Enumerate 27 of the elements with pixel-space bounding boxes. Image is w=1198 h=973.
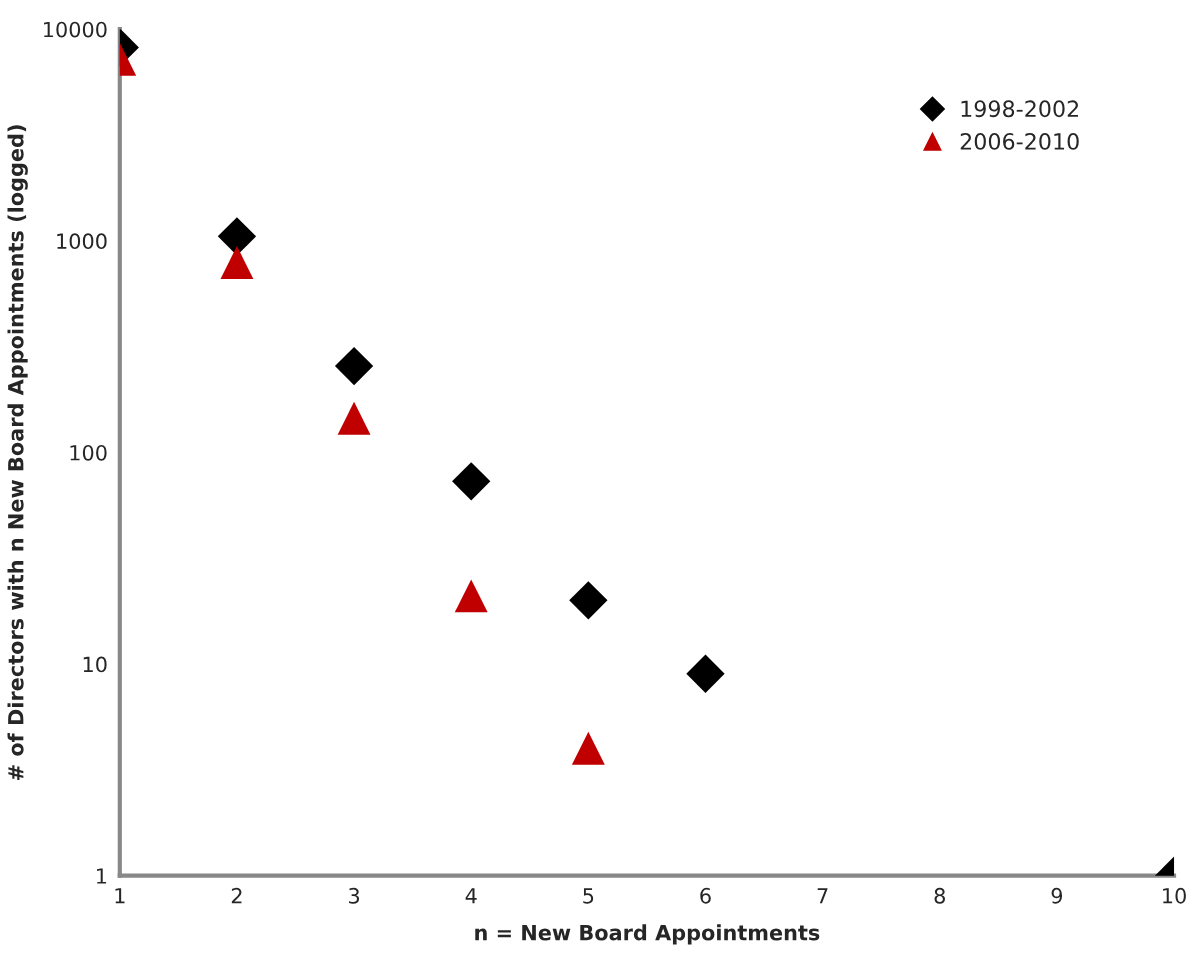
x-tick-label: 4 [465, 888, 477, 904]
x-tick-label: 6 [700, 887, 711, 904]
y-tick-label: 10 [83, 656, 107, 673]
point [452, 462, 491, 501]
point [569, 581, 608, 620]
point [571, 731, 605, 765]
x-axis-title: n = New Board Appointments [475, 924, 820, 945]
x-tick-label: 10 [1163, 887, 1186, 904]
point [454, 579, 488, 613]
x-tick-label: 9 [1051, 887, 1063, 904]
legend-label: 1998-2002 [961, 100, 1079, 118]
x-tick-label: 1 [115, 888, 125, 904]
point [334, 346, 374, 386]
x-tick-label: 7 [817, 888, 828, 904]
y-tick-label: 1 [97, 868, 107, 884]
y-tick-label: 100 [70, 444, 107, 461]
legend-label: 2006-2010 [960, 132, 1079, 150]
x-tick-label: 8 [934, 887, 945, 904]
y-axis-title: # of Directors with n New Board Appointments (logged) [7, 125, 28, 780]
x-tick-label: 2 [231, 887, 242, 904]
point [686, 654, 725, 693]
y-tick-label: 10000 [44, 21, 107, 38]
x-tick-label: 3 [349, 887, 360, 904]
y-tick-label: 1000 [57, 233, 107, 250]
point [337, 401, 371, 435]
x-tick-label: 5 [583, 888, 594, 904]
point [220, 246, 254, 279]
